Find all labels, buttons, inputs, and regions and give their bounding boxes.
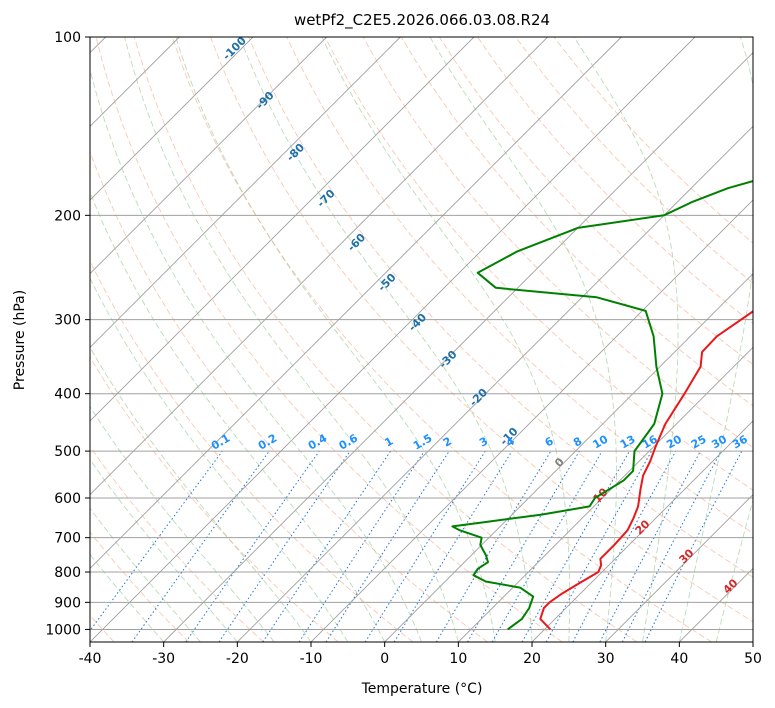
y-tick-label: 500 [54, 444, 81, 460]
dry-adiabat-line [90, 150, 488, 642]
mixing-ratio-lines [90, 450, 743, 642]
y-tick-label: 600 [54, 491, 81, 507]
dry-adiabat-line [400, 37, 753, 407]
chart-title: wetPf2_C2E5.2026.066.03.08.R24 [294, 11, 550, 30]
isotherm-line [90, 37, 548, 496]
y-tick-label: 300 [54, 313, 81, 329]
isotherm-line [90, 37, 401, 348]
x-tick-label: -40 [79, 651, 102, 667]
isotherm-line [90, 37, 696, 642]
x-tick-label: 0 [380, 651, 389, 667]
dry-adiabats [90, 37, 753, 642]
x-axis-ticks: -40 -30 -20 -10 0 10 20 30 40 50 [79, 642, 762, 667]
moist-adiabat-line [321, 37, 571, 642]
x-tick-label: -10 [300, 651, 323, 667]
x-tick-label: 20 [523, 651, 541, 667]
isotherm-line [237, 125, 753, 642]
mixing-ratio-line [325, 450, 450, 642]
y-tick-label: 400 [54, 387, 81, 403]
isotherm-line [90, 37, 475, 422]
moist-adiabat-line [124, 37, 459, 642]
dry-adiabat-line [95, 37, 563, 642]
moist-adiabat-line [90, 190, 386, 642]
dry-adiabat-line [90, 445, 264, 642]
moist-adiabats [90, 37, 753, 642]
dewpoint-profile-line [451, 180, 753, 631]
isotherm-line [310, 199, 753, 642]
dry-adiabat-line [439, 37, 753, 365]
dry-adiabat-line [210, 37, 753, 623]
isotherm-line [605, 494, 753, 642]
mixing-ratio-line [298, 450, 425, 642]
mixing-ratio-line [393, 450, 513, 642]
x-tick-label: 30 [597, 651, 615, 667]
y-tick-label: 100 [54, 30, 81, 46]
axes-frame [89, 36, 754, 643]
y-tick-label: 700 [54, 531, 81, 547]
isotherm-line [752, 641, 753, 642]
dry-adiabat-line [90, 531, 190, 642]
x-tick-label: 40 [670, 651, 688, 667]
isotherm-line [90, 37, 327, 275]
moist-adiabat-line [90, 277, 349, 642]
moist-adiabat-line [90, 405, 275, 642]
x-axis-label: Temperature (°C) [361, 681, 483, 697]
mixing-ratio-line [218, 450, 351, 642]
moist-adiabat-line [90, 458, 238, 642]
dry-adiabat-line [171, 37, 712, 642]
y-tick-label: 1000 [45, 622, 81, 638]
x-tick-label: -20 [226, 651, 249, 667]
moist-adiabat-line [429, 37, 617, 642]
plot-background [90, 37, 753, 642]
moist-adiabat-line [573, 37, 679, 642]
isotherm-line [90, 37, 254, 201]
mixing-ratio-line [572, 450, 677, 642]
dry-adiabat-line [515, 37, 753, 284]
mixing-ratio-line [521, 450, 630, 642]
plot-frame [89, 36, 754, 643]
x-tick-label: 50 [744, 651, 762, 667]
mixing-ratio-line [545, 450, 653, 642]
moist-adiabat-line [90, 67, 422, 642]
y-tick-label: 900 [54, 595, 81, 611]
dry-adiabat-line [248, 37, 753, 578]
isotherm-line [458, 346, 753, 642]
y-tick-label: 800 [54, 565, 81, 581]
moist-adiabat-line [175, 37, 496, 642]
moist-adiabat-line [239, 37, 533, 642]
moist-adiabat-line [90, 553, 165, 642]
y-axis-label: Pressure (hPa) [12, 290, 28, 390]
mixing-ratio-line [131, 450, 270, 642]
isotherm-line [90, 37, 622, 569]
y-tick-label: 200 [54, 208, 81, 224]
isotherm-line [163, 52, 753, 642]
profile-series [451, 180, 753, 631]
temperature-profile-line [539, 310, 753, 631]
mixing-ratio-line [90, 450, 223, 632]
y-axis-ticks: 1000 900 800 700 600 500 400 300 200 100 [45, 30, 90, 638]
dry-adiabat-line [90, 356, 339, 642]
grid-lines [90, 37, 753, 642]
moist-adiabat-line [90, 507, 201, 642]
isotherm-line [531, 420, 753, 642]
dry-adiabat-line [133, 37, 638, 642]
x-tick-label: -30 [152, 651, 175, 667]
isotherm-line [384, 273, 753, 642]
moist-adiabat-line [678, 37, 753, 642]
mixing-ratio-line [644, 450, 743, 642]
moist-adiabat-line [90, 346, 312, 642]
plot-area [90, 37, 753, 642]
mixing-ratio-line [262, 450, 392, 642]
x-tick-label: 10 [449, 651, 467, 667]
mixing-ratio-line [185, 450, 320, 642]
